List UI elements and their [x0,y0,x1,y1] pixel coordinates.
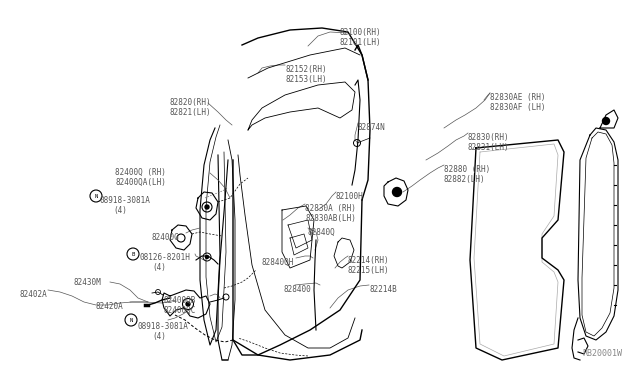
Text: 82830AF (LH): 82830AF (LH) [490,103,545,112]
Text: 82820(RH): 82820(RH) [170,98,212,107]
Text: 82840Q: 82840Q [308,228,336,237]
Text: (4): (4) [152,332,166,341]
Text: 82821(LH): 82821(LH) [170,108,212,117]
Text: 82430M: 82430M [74,278,102,287]
Circle shape [205,205,209,209]
Text: 82400QC: 82400QC [163,306,195,315]
Text: 82153(LH): 82153(LH) [285,75,326,84]
Text: B: B [131,251,134,257]
Text: 82420A: 82420A [95,302,123,311]
Text: 82101(LH): 82101(LH) [340,38,381,47]
Text: 82830A (RH): 82830A (RH) [305,204,356,213]
Text: 82400Q (RH): 82400Q (RH) [115,168,166,177]
Text: 82830AB(LH): 82830AB(LH) [305,214,356,223]
Text: 828400: 828400 [283,285,311,294]
Circle shape [205,256,209,259]
Text: 82214B: 82214B [369,285,397,294]
Text: N: N [129,317,132,323]
Text: 82214(RH): 82214(RH) [348,256,390,265]
Text: 82831(LH): 82831(LH) [468,143,509,152]
Text: 08918-3081A: 08918-3081A [138,322,189,331]
Text: 82152(RH): 82152(RH) [285,65,326,74]
Circle shape [186,302,190,306]
Text: 82400G: 82400G [152,233,180,242]
Text: 82882(LH): 82882(LH) [444,175,486,184]
Text: 82100(RH): 82100(RH) [340,28,381,37]
Text: 82874N: 82874N [358,123,386,132]
Text: 82880 (RH): 82880 (RH) [444,165,490,174]
Text: (4): (4) [113,206,127,215]
Text: 82215(LH): 82215(LH) [348,266,390,275]
Text: 82840QH: 82840QH [262,258,294,267]
Text: RB20001W: RB20001W [582,349,622,358]
Text: 08918-3081A: 08918-3081A [100,196,151,205]
Text: (4): (4) [152,263,166,272]
Text: 82400QB: 82400QB [163,296,195,305]
Text: 82100H: 82100H [336,192,364,201]
Text: 82830AE (RH): 82830AE (RH) [490,93,545,102]
Circle shape [602,118,609,125]
Text: 82400QA(LH): 82400QA(LH) [115,178,166,187]
Text: 82402A: 82402A [20,290,48,299]
Circle shape [392,187,401,196]
Text: 82830(RH): 82830(RH) [468,133,509,142]
Text: N: N [94,193,98,199]
Text: 08126-8201H: 08126-8201H [140,253,191,262]
